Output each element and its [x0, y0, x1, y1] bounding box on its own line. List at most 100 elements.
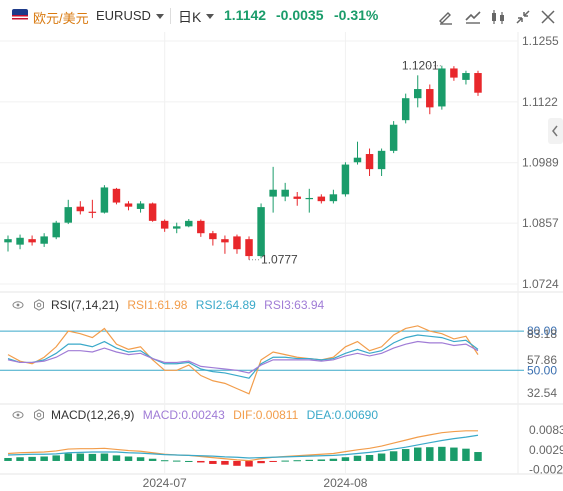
high-price-annotation: 1.1201: [402, 59, 439, 73]
macd-histogram-bar: [40, 456, 48, 461]
price-tick-label: 1.1255: [522, 34, 559, 48]
rsi-reference-label: 80.00: [527, 324, 557, 338]
candle-body: [341, 164, 350, 195]
rsi-reference-label: 50.00: [527, 363, 557, 377]
settings-gear-icon[interactable]: [33, 299, 45, 311]
macd-histogram-bar: [365, 455, 374, 461]
macd-histogram-bar: [426, 447, 434, 461]
candle-body: [257, 207, 265, 257]
candles-icon[interactable]: [488, 7, 508, 27]
macd-histogram-bar: [209, 460, 217, 464]
rsi1-value: RSI1:61.98: [127, 298, 188, 312]
macd-histogram-bar: [100, 453, 109, 461]
pencil-line-icon[interactable]: [436, 7, 456, 27]
macd-histogram-bar: [450, 447, 458, 461]
chart-header: 欧元/美元 EURUSD 日K 1.1142 -0.0035 -0.31%: [0, 0, 563, 32]
macd-histogram-bar: [305, 459, 314, 461]
candle-body: [305, 197, 314, 200]
macd-histogram-bar: [76, 453, 85, 461]
macd-indicator-name[interactable]: MACD(12,26,9): [51, 408, 135, 422]
candle-body: [52, 222, 60, 238]
macd-histogram-bar: [197, 460, 205, 463]
macd-histogram-bar: [221, 460, 229, 465]
pair-name-cn[interactable]: 欧元/美元: [33, 11, 89, 26]
period-dropdown-chevron-icon[interactable]: [206, 14, 214, 19]
candle-body: [136, 203, 145, 209]
candle-body: [185, 220, 193, 227]
candle-body: [4, 239, 12, 243]
time-tick-label: 2024-07: [143, 476, 187, 490]
header-divider: [170, 8, 171, 24]
macd-histogram-bar: [52, 455, 60, 461]
candle-body: [221, 239, 229, 243]
macd-tick-label: 0.00299: [529, 443, 563, 457]
pair-symbol[interactable]: EURUSD: [96, 8, 151, 23]
candle-body: [353, 157, 362, 163]
candle-body: [365, 154, 374, 170]
macd-histogram-bar: [28, 456, 36, 461]
candle-body: [100, 187, 109, 213]
rsi-series-3-line: [7, 340, 479, 374]
macd-histogram-bar: [317, 459, 326, 461]
macd-histogram-bar: [474, 452, 482, 461]
macd-histogram-bar: [64, 453, 72, 461]
macd-value: MACD:0.00243: [142, 408, 225, 422]
shrink-icon[interactable]: [513, 7, 533, 27]
eye-icon[interactable]: [12, 299, 24, 311]
macd-histogram-bar: [353, 455, 362, 461]
dif-value: DIF:0.00811: [233, 408, 299, 422]
macd-histogram-bar: [245, 460, 253, 467]
macd-histogram-bar: [185, 460, 193, 462]
eye-icon[interactable]: [12, 409, 24, 421]
macd-histogram-bar: [257, 460, 265, 464]
pair-dropdown-chevron-icon[interactable]: [156, 14, 164, 19]
candle-body: [426, 89, 434, 108]
macd-histogram-bar: [269, 460, 277, 462]
macd-histogram-bar: [124, 456, 133, 461]
candle-body: [377, 150, 386, 170]
macd-histogram-bar: [148, 458, 157, 461]
macd-histogram-bar: [281, 460, 289, 462]
macd-histogram-bar: [136, 457, 145, 461]
dif-line: [7, 430, 478, 462]
macd-histogram-bar: [293, 460, 301, 462]
candle-body: [414, 89, 422, 99]
eu-us-flag-icon: [12, 9, 28, 21]
expand-icon[interactable]: [538, 7, 558, 27]
settings-gear-icon[interactable]: [33, 409, 45, 421]
last-price: 1.1142: [224, 7, 267, 23]
collapse-side-panel-icon[interactable]: [548, 118, 563, 144]
candle-body: [462, 73, 470, 80]
candle-body: [329, 194, 338, 202]
macd-legend: MACD(12,26,9) MACD:0.00243 DIF:0.00811 D…: [51, 408, 378, 422]
candle-body: [160, 220, 169, 229]
period-selector[interactable]: 日K: [178, 9, 202, 25]
rsi2-value: RSI2:64.89: [195, 298, 256, 312]
low-price-annotation: 1.0777: [261, 253, 298, 267]
price-tick-label: 1.1122: [522, 95, 558, 109]
candle-body: [16, 237, 24, 245]
rsi3-value: RSI3:63.94: [264, 298, 325, 312]
dea-line: [7, 434, 479, 459]
candle-body: [28, 239, 36, 243]
macd-histogram-bar: [4, 457, 12, 461]
candle-body: [438, 68, 446, 107]
candle-body: [293, 196, 301, 199]
candle-body: [209, 233, 217, 240]
candle-body: [172, 226, 181, 229]
macd-histogram-bar: [160, 460, 169, 462]
candle-body: [76, 206, 85, 212]
macd-histogram-bar: [389, 451, 398, 461]
candle-body: [389, 124, 398, 151]
macd-histogram-bar: [341, 457, 350, 461]
macd-histogram-bar: [414, 447, 422, 461]
candle-body: [112, 188, 121, 203]
candle-body: [124, 203, 133, 207]
price-tick-label: 1.0724: [522, 277, 559, 291]
candle-body: [317, 196, 326, 202]
rsi-indicator-name[interactable]: RSI(7,14,21): [51, 298, 120, 312]
draw-tool-icon[interactable]: [463, 7, 483, 27]
candle-body: [40, 236, 48, 244]
